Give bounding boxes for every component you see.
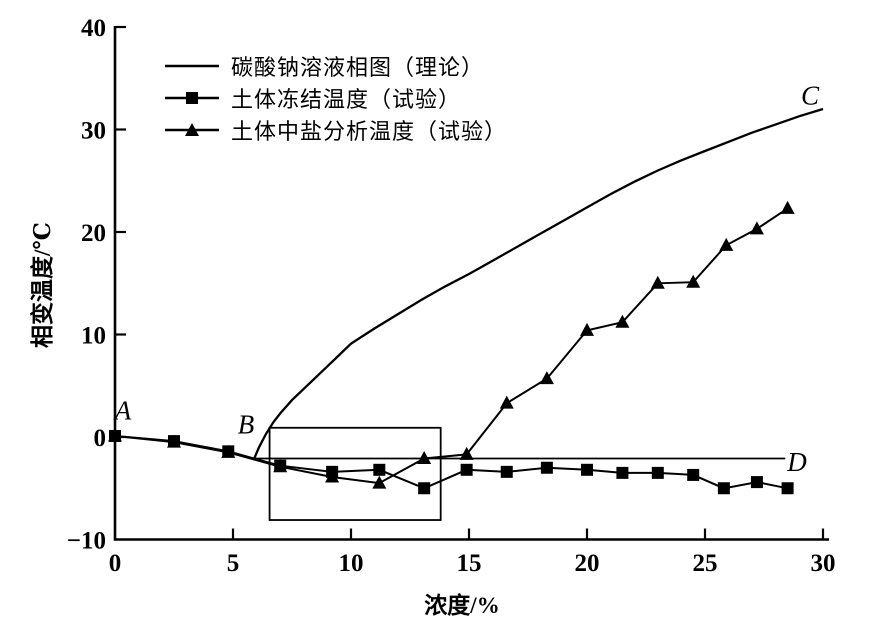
series-line-0: [253, 107, 824, 459]
square-marker: [500, 465, 513, 478]
point-label-C: C: [801, 81, 820, 111]
triangle-marker: [273, 459, 288, 473]
triangle-marker: [650, 275, 665, 289]
square-marker: [581, 463, 593, 476]
triangle-marker: [372, 475, 387, 489]
x-tick-label: 0: [109, 550, 122, 577]
point-label-B: B: [238, 410, 255, 440]
legend-item-freezing-temp: 土体冻结温度（试验）: [163, 82, 507, 114]
square-marker: [781, 482, 794, 495]
triangle-marker: [417, 451, 432, 465]
legend: 碳酸钠溶液相图（理论） 土体冻结温度（试验） 土体中盐分析温度（试验）: [163, 50, 507, 146]
point-label-D: D: [786, 447, 807, 477]
x-tick-label: 5: [227, 550, 240, 577]
legend-label-theory-curve: 碳酸钠溶液相图（理论）: [231, 55, 485, 80]
legend-label-freezing-temp: 土体冻结温度（试验）: [231, 87, 462, 112]
axes: [113, 26, 829, 541]
legend-item-salt-precipitation-temp: 土体中盐分析温度（试验）: [163, 114, 507, 146]
triangle-marker: [580, 322, 594, 336]
x-tick-label: 20: [575, 550, 600, 577]
square-marker: [540, 461, 553, 474]
x-axis-label: 浓度/%: [424, 593, 500, 618]
x-tick-label: 15: [457, 550, 482, 577]
triangle-marker: [539, 371, 554, 385]
y-tick-label: 10: [81, 323, 106, 350]
triangle-marker: [221, 444, 236, 458]
y-tick-label: 0: [94, 425, 107, 452]
triangle-marker: [108, 428, 122, 442]
y-tick-label: 20: [81, 220, 106, 247]
triangle-marker-sample-icon: [165, 123, 219, 136]
square-marker: [750, 476, 763, 489]
square-marker-sample-icon: [165, 92, 219, 104]
y-tick-label: −10: [67, 528, 106, 555]
triangle-marker: [749, 221, 764, 235]
square-marker: [616, 466, 629, 479]
x-tick-label: 10: [339, 550, 364, 577]
x-tick-label: 25: [693, 550, 718, 577]
square-marker: [373, 463, 386, 476]
square-marker: [687, 468, 700, 481]
highlight-box: [268, 426, 442, 521]
y-axis-label: 相变温度/℃: [30, 222, 55, 348]
triangle-marker: [615, 314, 630, 328]
x-tick-label: 30: [811, 550, 836, 577]
triangle-marker: [686, 274, 701, 288]
series-line-1: [114, 435, 788, 490]
series-line-2: [114, 207, 789, 485]
point-label-A: A: [113, 395, 132, 425]
square-marker: [651, 466, 664, 479]
legend-item-theory-curve: 碳酸钠溶液相图（理论）: [163, 50, 507, 82]
triangle-marker: [780, 200, 795, 214]
triangle-marker: [167, 434, 181, 448]
legend-label-salt-precipitation-temp: 土体中盐分析温度（试验）: [231, 119, 508, 144]
square-marker: [460, 463, 473, 476]
triangle-marker: [459, 446, 474, 460]
y-tick-label: 40: [81, 15, 106, 42]
triangle-marker: [325, 469, 340, 483]
y-tick-label: 30: [81, 118, 106, 145]
triangle-marker: [719, 237, 734, 251]
square-marker: [418, 482, 431, 495]
triangle-marker: [499, 395, 514, 409]
square-marker: [717, 482, 730, 495]
line-sample-icon: [165, 64, 219, 68]
